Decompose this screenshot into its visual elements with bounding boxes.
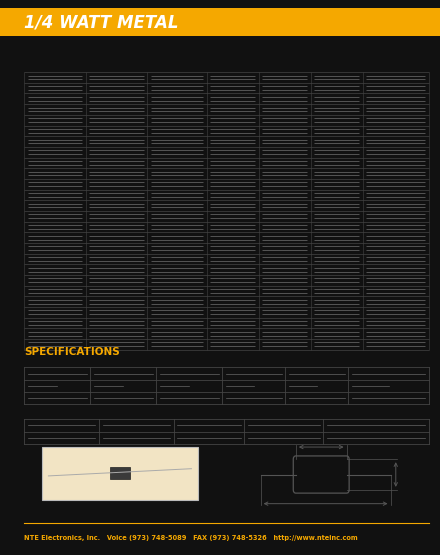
Text: SPECIFICATIONS: SPECIFICATIONS bbox=[24, 347, 120, 357]
Text: 1/4 WATT METAL: 1/4 WATT METAL bbox=[24, 13, 179, 31]
Text: NTE Electronics, Inc.   Voice (973) 748-5089   FAX (973) 748-5326   http://www.n: NTE Electronics, Inc. Voice (973) 748-50… bbox=[24, 536, 358, 541]
Bar bbox=[42, 447, 198, 500]
Bar bbox=[110, 467, 130, 479]
FancyBboxPatch shape bbox=[293, 456, 349, 493]
Bar bbox=[0, 8, 440, 36]
